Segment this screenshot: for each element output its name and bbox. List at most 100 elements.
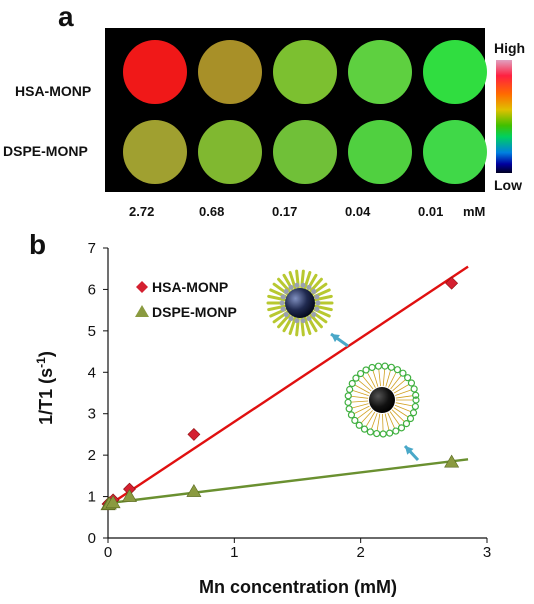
- mri-well: [123, 40, 187, 104]
- x-tick-label: 0: [104, 544, 112, 561]
- y-axis-label-sup: -1: [34, 357, 48, 368]
- hsa-nanoparticle-core: [285, 288, 315, 318]
- panel-a-letter: a: [58, 1, 74, 32]
- y-tick-label: 2: [88, 447, 96, 464]
- mri-phantom-image: [105, 28, 487, 192]
- shell-bead: [288, 316, 294, 322]
- lipid-head: [402, 420, 411, 428]
- shell-bead: [300, 282, 306, 288]
- y-tick-label: 7: [88, 240, 96, 257]
- pointer-arrow-dspe-head: [405, 446, 414, 455]
- x-tick-label: 1: [230, 544, 238, 561]
- data-point-dspe: [186, 484, 202, 497]
- shell-bead: [294, 318, 300, 324]
- lipid-tail: [378, 369, 381, 387]
- lipid-head: [344, 392, 352, 400]
- mri-well: [348, 120, 412, 184]
- shell-bead: [283, 288, 289, 294]
- y-tick-label: 4: [88, 364, 96, 381]
- conc-unit-label: mM: [463, 204, 486, 219]
- lipid-head: [411, 402, 419, 411]
- lipid-tail: [354, 384, 370, 394]
- row-label-dspe: DSPE-MONP: [3, 143, 88, 159]
- lipid-tail: [390, 375, 402, 390]
- shell-bead: [283, 312, 289, 318]
- protein-shell-strand: [309, 277, 323, 293]
- lipid-head: [379, 430, 387, 438]
- lipid-tail: [362, 375, 374, 390]
- lipid-tail: [393, 384, 410, 394]
- lipid-head: [368, 363, 376, 372]
- fit-line-dspe: [107, 458, 469, 505]
- mri-well: [423, 40, 487, 104]
- y-tick-label: 6: [88, 281, 96, 298]
- lipid-tail: [385, 370, 391, 387]
- lipid-head: [407, 379, 416, 387]
- y-tick-label: 3: [88, 406, 96, 423]
- lipid-tail: [351, 403, 369, 409]
- x-tick-label: 3: [483, 544, 491, 561]
- shell-bead: [314, 306, 320, 312]
- lipid-head: [347, 411, 356, 419]
- protein-shell-strand: [277, 313, 291, 329]
- shell-bead: [279, 300, 285, 306]
- data-point-hsa: [187, 428, 201, 441]
- shell-bead: [306, 316, 312, 322]
- x-tick-label: 2: [356, 544, 364, 561]
- protein-shell-strand: [277, 277, 291, 293]
- lipid-head: [345, 405, 353, 413]
- lipid-tail: [360, 410, 373, 424]
- lipid-head: [397, 424, 406, 432]
- lipid-tail: [392, 379, 406, 392]
- protein-shell-strand: [267, 304, 286, 312]
- y-tick-label: 5: [88, 323, 96, 340]
- mri-well: [123, 120, 187, 184]
- shell-bead: [306, 284, 312, 290]
- lipid-tail: [376, 413, 381, 431]
- conc-label-4: 0.04: [345, 204, 371, 219]
- mri-well: [348, 40, 412, 104]
- shell-bead: [300, 318, 306, 324]
- y-axis-label-tail: ): [36, 351, 56, 357]
- mri-well: [273, 40, 337, 104]
- data-point-dspe: [444, 454, 460, 468]
- lipid-tail: [384, 413, 390, 431]
- shell-bead: [288, 284, 294, 290]
- panel-b-letter: b: [29, 229, 47, 260]
- lipid-head: [381, 362, 389, 370]
- lipid-tail: [357, 408, 372, 419]
- legend-label-hsa: HSA-MONP: [152, 279, 228, 295]
- lipid-head: [362, 366, 370, 374]
- colorbar-high-label: High: [494, 40, 526, 56]
- data-point-dspe: [121, 488, 137, 502]
- protein-shell-strand: [314, 294, 333, 302]
- shell-bead: [314, 294, 320, 300]
- lipid-head: [346, 385, 354, 394]
- lipid-head: [412, 391, 420, 399]
- lipid-tail: [393, 407, 409, 418]
- lipid-tail: [395, 389, 412, 396]
- lipid-head: [360, 425, 369, 433]
- mri-well: [273, 120, 337, 184]
- lipid-tail: [387, 372, 397, 388]
- pointer-arrow-hsa-head: [331, 334, 340, 343]
- shell-bead: [280, 306, 286, 312]
- x-axis-label: Mn concentration (mM): [199, 577, 397, 597]
- protein-shell-strand: [288, 316, 297, 335]
- dspe-nanoparticle-core: [369, 387, 395, 413]
- mri-well: [423, 120, 487, 184]
- protein-shell-strand: [288, 271, 297, 290]
- lipid-head: [386, 429, 394, 437]
- conc-label-5: 0.01: [418, 204, 444, 219]
- lipid-head: [352, 374, 360, 382]
- lipid-tail: [395, 402, 413, 407]
- lipid-head: [409, 409, 418, 417]
- lipid-head: [348, 379, 356, 388]
- mri-well: [198, 120, 262, 184]
- lipid-head: [344, 398, 352, 406]
- lipid-tail: [372, 370, 379, 387]
- lipid-head: [374, 362, 383, 370]
- lipid-head: [357, 369, 365, 378]
- protein-shell-strand: [303, 271, 312, 290]
- lipid-tail: [371, 413, 378, 430]
